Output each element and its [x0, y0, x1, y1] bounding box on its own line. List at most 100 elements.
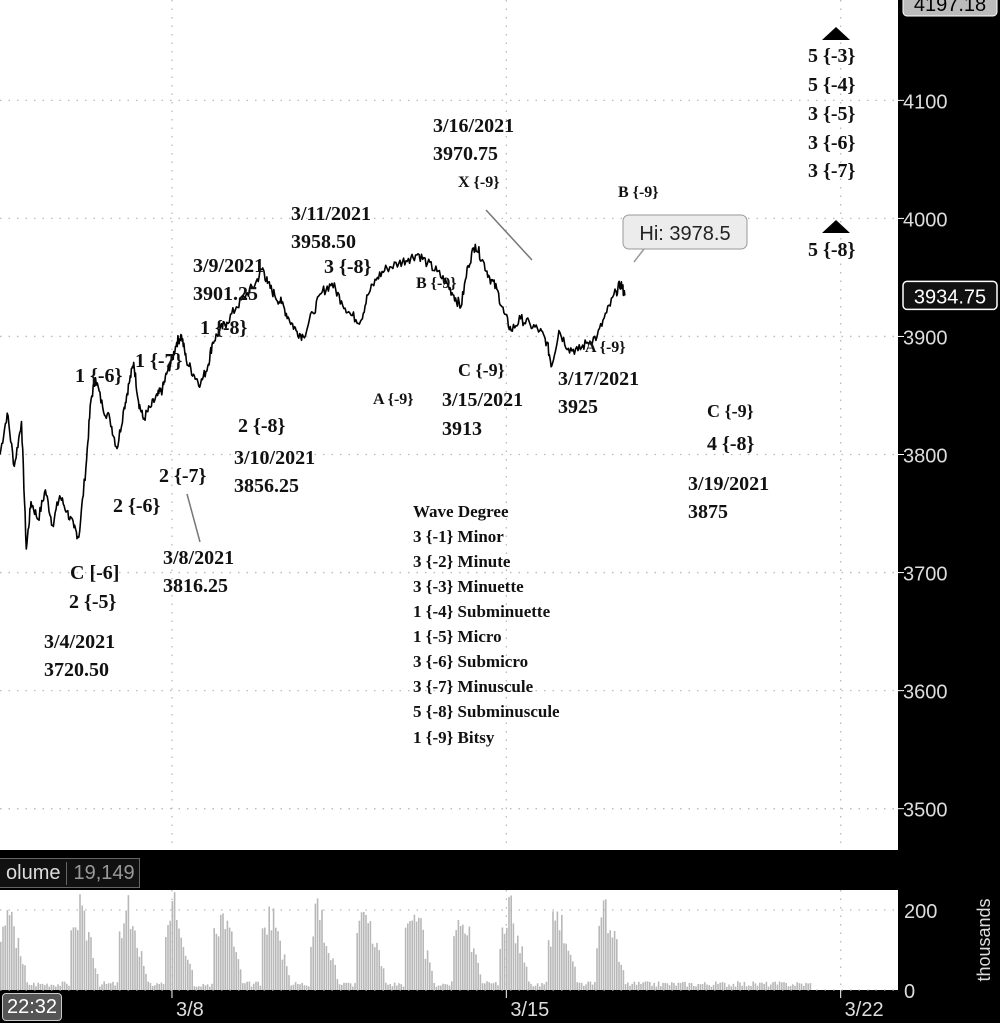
- volume-bar: [677, 982, 680, 990]
- volume-bar: [468, 926, 471, 990]
- volume-bar: [519, 953, 521, 990]
- volume-bar: [70, 930, 72, 990]
- wave-label: B {-9}: [618, 184, 659, 201]
- volume-chart-panel[interactable]: [0, 890, 898, 990]
- volume-bar: [365, 914, 367, 990]
- date-label: 3/19/2021: [688, 473, 769, 495]
- volume-bar: [385, 982, 387, 990]
- volume-bar: [437, 985, 440, 990]
- wave-label: 3 {-7}: [808, 160, 856, 182]
- volume-bar: [312, 936, 314, 990]
- price-tick-label: 3600: [903, 682, 948, 704]
- volume-bar: [743, 981, 746, 990]
- volume-bar: [763, 984, 765, 990]
- price-label: 3925: [558, 396, 598, 418]
- volume-bar: [6, 910, 9, 990]
- volume-bar: [781, 982, 783, 990]
- wave-label: 2 {-5}: [69, 591, 117, 613]
- volume-bar: [37, 982, 39, 990]
- volume-bar: [121, 938, 123, 990]
- wave-label: 1 {-8}: [200, 317, 248, 339]
- volume-bar: [154, 985, 156, 990]
- volume-bar: [158, 984, 160, 990]
- volume-bar: [426, 950, 429, 990]
- volume-bar: [611, 937, 614, 990]
- volume-bar: [167, 925, 169, 990]
- volume-bar: [807, 983, 809, 990]
- volume-bar: [147, 981, 149, 990]
- price-label: 3913: [442, 418, 482, 440]
- volume-bar: [63, 981, 66, 990]
- volume-bar: [341, 984, 343, 990]
- volume-bar: [759, 982, 761, 990]
- volume-bar: [756, 985, 759, 990]
- volume-bar: [748, 985, 750, 990]
- axis-overlays: 4197.18 3934.75: [902, 0, 998, 311]
- wave-degree-item: 1 {-9} Bitsy: [413, 728, 495, 747]
- volume-bar: [506, 927, 508, 990]
- volume-bar: [684, 981, 686, 990]
- volume-bar: [151, 986, 154, 990]
- volume-bar: [17, 937, 20, 990]
- volume-bar: [303, 985, 306, 990]
- volume-study-label[interactable]: olume 19,149: [0, 858, 141, 888]
- volume-bar: [28, 984, 31, 990]
- volume-bar: [739, 982, 741, 990]
- volume-bar: [805, 982, 807, 990]
- volume-bar: [171, 900, 174, 990]
- price-chart-panel[interactable]: [0, 0, 898, 850]
- volume-bar: [453, 936, 455, 990]
- price-label: 3856.25: [234, 475, 299, 497]
- volume-bar: [435, 986, 438, 990]
- volume-bar: [55, 986, 57, 990]
- volume-bar: [129, 929, 132, 990]
- volume-bar: [209, 986, 211, 990]
- volume-bar: [200, 986, 202, 990]
- price-axis-strip[interactable]: [898, 0, 1000, 1023]
- volume-bar: [446, 984, 449, 990]
- volume-bar: [792, 984, 794, 990]
- volume-bar: [308, 986, 310, 990]
- high-bubble-pointer: [633, 248, 645, 263]
- volume-bar: [484, 983, 486, 990]
- volume-bar: [402, 986, 405, 990]
- volume-bar: [605, 899, 607, 990]
- volume-bar: [662, 982, 664, 990]
- volume-bar: [90, 937, 92, 990]
- volume-bar: [767, 986, 770, 990]
- volume-bar: [88, 932, 90, 990]
- volume-bar: [198, 986, 200, 990]
- volume-bar: [367, 923, 369, 990]
- volume-bar: [510, 895, 512, 990]
- volume-bar: [587, 981, 589, 990]
- volume-bar: [726, 986, 728, 990]
- volume-bar: [257, 981, 259, 990]
- volume-bar: [497, 985, 499, 990]
- volume-bar: [156, 983, 158, 990]
- volume-bar: [481, 983, 484, 990]
- volume-bar: [646, 981, 649, 990]
- volume-bar: [741, 985, 743, 990]
- volume-bar: [0, 941, 2, 990]
- volume-bar: [420, 918, 422, 990]
- volume-bar: [809, 983, 812, 990]
- volume-bar: [501, 927, 504, 990]
- date-label: 3/17/2021: [558, 368, 639, 390]
- volume-bar: [66, 983, 68, 990]
- date-label: 3/11/2021: [291, 203, 371, 225]
- volume-bar: [319, 920, 321, 990]
- volume-bar: [651, 985, 653, 990]
- volume-bar: [237, 959, 240, 990]
- volume-bar: [330, 960, 332, 990]
- volume-bar: [407, 923, 409, 990]
- volume-bar: [396, 985, 398, 990]
- volume-bar: [358, 920, 361, 990]
- volume-bar: [61, 981, 64, 990]
- volume-bar: [193, 986, 196, 990]
- volume-bar: [79, 894, 81, 990]
- volume-bar: [96, 973, 99, 990]
- volume-bar: [688, 983, 691, 990]
- time-axis-strip[interactable]: [0, 990, 898, 1023]
- volume-bar: [600, 917, 603, 990]
- price-label: 3875: [688, 501, 728, 523]
